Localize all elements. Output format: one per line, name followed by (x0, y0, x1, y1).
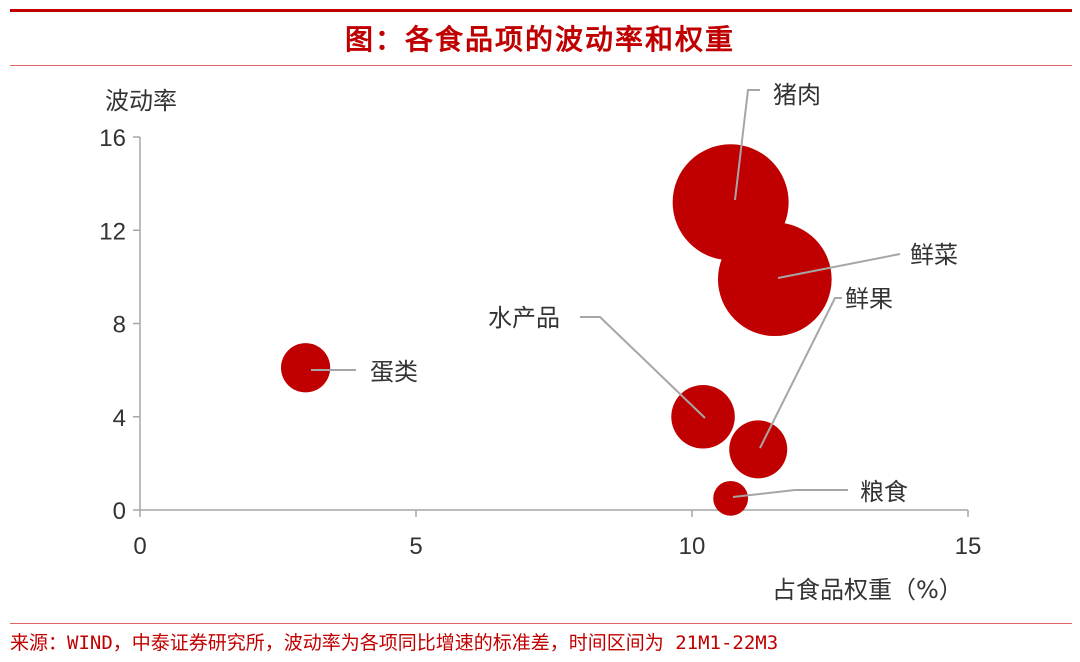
leader-line (580, 316, 706, 419)
y-tick-label: 12 (99, 218, 126, 245)
y-tick-label: 0 (113, 498, 126, 525)
bubble-label: 猪肉 (773, 81, 821, 109)
bubble-6 (713, 480, 749, 516)
footer-divider (10, 623, 1072, 624)
top-rule (10, 9, 1072, 12)
bubble-label: 粮食 (860, 478, 908, 506)
bubble-label: 水产品 (488, 304, 560, 332)
chart-title: 图：各食品项的波动率和权重 (344, 23, 735, 56)
leader-line (734, 89, 760, 201)
x-axis-label: 占食品权重（%） (772, 576, 963, 604)
bubble-label: 蛋类 (370, 358, 418, 386)
y-axis-label: 波动率 (105, 87, 177, 115)
x-tick-label: 15 (955, 533, 982, 560)
bubble-4 (729, 420, 788, 479)
bubble-5 (280, 343, 331, 393)
bubble-label: 鲜果 (845, 285, 893, 313)
leader-line (732, 489, 848, 498)
x-tick-label: 5 (409, 533, 422, 560)
source-note: 来源：WIND，中泰证券研究所，波动率为各项同比增速的标准差，时间区间为 21M… (10, 632, 779, 654)
y-tick-label: 16 (99, 125, 126, 152)
bubble-2 (717, 222, 832, 337)
leader-line (777, 253, 901, 279)
y-tick-label: 4 (113, 405, 126, 432)
title-divider (10, 65, 1072, 66)
x-tick-label: 10 (679, 533, 706, 560)
x-tick-label: 0 (133, 533, 146, 560)
y-tick-label: 8 (113, 312, 126, 339)
bubble-label: 鲜菜 (910, 241, 958, 269)
leader-line (759, 297, 842, 449)
